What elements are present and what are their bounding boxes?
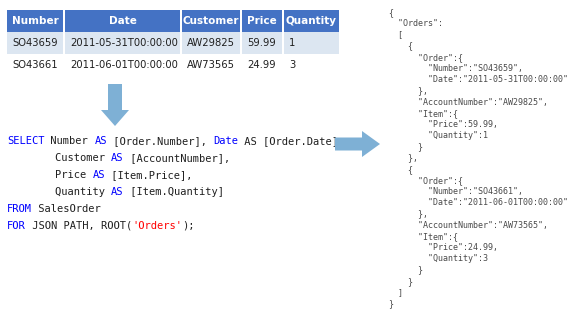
Polygon shape [335, 131, 380, 157]
Text: },: }, [388, 210, 428, 219]
Bar [182, 32, 240, 54]
Text: "Price":24.99,: "Price":24.99, [388, 243, 498, 252]
Text: SalesOrder: SalesOrder [32, 204, 101, 214]
Text: {: { [388, 8, 393, 17]
Text: JSON PATH, ROOT(: JSON PATH, ROOT( [26, 221, 132, 231]
Bar [7, 54, 63, 76]
Text: AS: AS [95, 136, 107, 146]
Text: 59.99: 59.99 [247, 38, 276, 48]
Polygon shape [101, 84, 129, 126]
Text: }: } [388, 142, 423, 152]
Text: }: } [388, 277, 413, 286]
Text: Date: Date [109, 16, 137, 26]
Text: SELECT: SELECT [7, 136, 45, 146]
Text: "Number":"SO43659",: "Number":"SO43659", [388, 64, 523, 73]
Text: SO43659: SO43659 [12, 38, 58, 48]
Text: [AccountNumber],: [AccountNumber], [124, 153, 230, 163]
Text: [Item.Price],: [Item.Price], [105, 170, 192, 180]
Text: 2011-06-01T00:00:00: 2011-06-01T00:00:00 [70, 60, 178, 70]
Bar [242, 54, 282, 76]
Text: "Date":"2011-05-31T00:00:00": "Date":"2011-05-31T00:00:00" [388, 75, 568, 84]
Text: Price: Price [247, 16, 277, 26]
Text: Customer: Customer [183, 16, 239, 26]
Text: [Item.Quantity]: [Item.Quantity] [124, 187, 224, 197]
Text: [Order.Number],: [Order.Number], [107, 136, 213, 146]
Bar [7, 32, 63, 54]
Text: );: ); [182, 221, 195, 231]
Text: "Number":"SO43661",: "Number":"SO43661", [388, 187, 523, 196]
Text: SO43661: SO43661 [12, 60, 58, 70]
Text: 'Orders': 'Orders' [132, 221, 182, 231]
Text: "Orders":: "Orders": [388, 19, 443, 28]
Text: AS: AS [92, 170, 105, 180]
Text: AW73565: AW73565 [187, 60, 235, 70]
Text: Customer: Customer [55, 153, 111, 163]
Bar [284, 32, 339, 54]
Text: 1: 1 [289, 38, 295, 48]
Text: AW29825: AW29825 [187, 38, 235, 48]
Text: 2011-05-31T00:00:00: 2011-05-31T00:00:00 [70, 38, 178, 48]
Text: 3: 3 [289, 60, 295, 70]
Text: FROM: FROM [7, 204, 32, 214]
Text: "Quantity":1: "Quantity":1 [388, 131, 488, 140]
Bar [242, 32, 282, 54]
Text: "Quantity":3: "Quantity":3 [388, 254, 488, 263]
Bar [7, 10, 63, 32]
Text: "Item":{: "Item":{ [388, 232, 458, 241]
Text: ]: ] [388, 288, 403, 297]
Bar [182, 54, 240, 76]
Bar [242, 10, 282, 32]
Bar [284, 54, 339, 76]
Text: },: }, [388, 86, 428, 95]
Text: "Order":{: "Order":{ [388, 176, 463, 185]
Text: Quantity: Quantity [286, 16, 337, 26]
Text: Quantity: Quantity [55, 187, 111, 197]
Text: }: } [388, 299, 393, 308]
Text: Price: Price [55, 170, 92, 180]
Text: },: }, [388, 154, 418, 163]
Text: }: } [388, 266, 423, 275]
Text: {: { [388, 41, 413, 51]
Text: Number: Number [12, 16, 58, 26]
Text: Number: Number [45, 136, 95, 146]
Bar [65, 54, 180, 76]
Text: FOR: FOR [7, 221, 26, 231]
Bar [65, 10, 180, 32]
Text: 24.99: 24.99 [247, 60, 275, 70]
Text: "Price":59.99,: "Price":59.99, [388, 120, 498, 129]
Bar [65, 32, 180, 54]
Text: AS: AS [111, 153, 124, 163]
Text: AS [Order.Date],: AS [Order.Date], [238, 136, 345, 146]
Text: "Date":"2011-06-01T00:00:00": "Date":"2011-06-01T00:00:00" [388, 198, 568, 207]
Bar [182, 10, 240, 32]
Bar [284, 10, 339, 32]
Text: "AccountNumber":"AW29825",: "AccountNumber":"AW29825", [388, 98, 548, 107]
Text: AS: AS [111, 187, 124, 197]
Text: "Item":{: "Item":{ [388, 109, 458, 118]
Text: {: { [388, 165, 413, 174]
Text: "Order":{: "Order":{ [388, 53, 463, 62]
Text: [: [ [388, 30, 403, 40]
Text: "AccountNumber":"AW73565",: "AccountNumber":"AW73565", [388, 221, 548, 230]
Text: Date: Date [213, 136, 238, 146]
